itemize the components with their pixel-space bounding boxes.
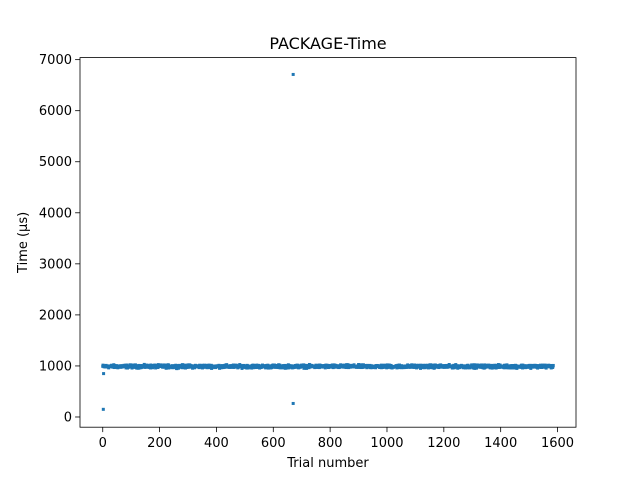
x-tick-label: 1400 <box>484 436 517 451</box>
outlier-point <box>291 401 295 405</box>
x-tick-label: 0 <box>99 436 107 451</box>
x-tick-label: 1000 <box>370 436 403 451</box>
data-point <box>428 363 432 367</box>
y-tick-label: 6000 <box>39 104 72 119</box>
y-tick-label: 5000 <box>39 155 72 170</box>
data-point <box>167 363 171 367</box>
x-tick-label: 1600 <box>541 436 574 451</box>
data-point <box>551 363 555 367</box>
data-point <box>240 366 244 370</box>
data-point <box>536 366 540 370</box>
y-tick-label: 1000 <box>39 359 72 374</box>
data-point <box>505 363 509 367</box>
x-tick-label: 600 <box>261 436 286 451</box>
x-tick-label: 1200 <box>427 436 460 451</box>
x-axis-title: Trial number <box>286 456 369 471</box>
plot-area <box>80 57 576 428</box>
x-tick-label: 200 <box>147 436 172 451</box>
y-tick-label: 2000 <box>39 308 72 323</box>
y-axis: 0 1000 2000 3000 4000 5000 6000 7000 <box>39 53 80 425</box>
y-tick-label: 4000 <box>39 206 72 221</box>
x-axis: 0 200 400 600 800 1000 1200 1400 1600 <box>99 427 574 451</box>
data-points <box>101 72 555 411</box>
y-tick-label: 3000 <box>39 257 72 272</box>
data-point <box>352 363 356 367</box>
outlier-point <box>102 372 106 376</box>
data-point <box>447 363 451 367</box>
x-tick-label: 800 <box>318 436 343 451</box>
data-point <box>191 366 195 370</box>
plot-frame <box>79 57 577 428</box>
outlier-point <box>291 72 295 76</box>
y-axis-title: Time (µs) <box>16 212 31 274</box>
y-tick-label: 7000 <box>39 53 72 68</box>
x-tick-label: 400 <box>204 436 229 451</box>
y-tick-label: 0 <box>64 410 72 425</box>
data-point <box>142 362 146 366</box>
outlier-point <box>101 407 105 411</box>
chart-title: PACKAGE-Time <box>269 34 386 53</box>
